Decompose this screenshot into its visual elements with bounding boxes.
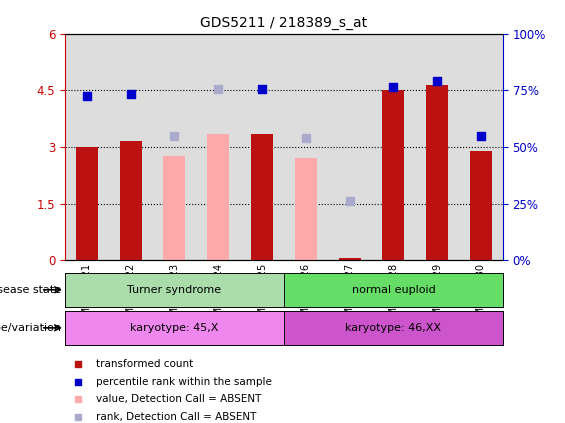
- Bar: [120, 141, 142, 260]
- Bar: [415, 34, 459, 260]
- Bar: [284, 273, 503, 307]
- Title: GDS5211 / 218389_s_at: GDS5211 / 218389_s_at: [201, 16, 367, 30]
- Bar: [76, 147, 98, 260]
- Bar: [426, 85, 448, 260]
- Bar: [295, 158, 317, 260]
- Bar: [65, 273, 284, 307]
- Text: karyotype: 46,XX: karyotype: 46,XX: [345, 323, 441, 333]
- Bar: [372, 34, 415, 260]
- Bar: [470, 151, 492, 260]
- Point: [258, 86, 267, 93]
- Bar: [284, 34, 328, 260]
- Bar: [207, 134, 229, 260]
- Bar: [153, 34, 197, 260]
- Bar: [163, 157, 185, 260]
- Point: [214, 86, 223, 93]
- Point: [433, 78, 442, 85]
- Point: [301, 135, 310, 141]
- Text: rank, Detection Call = ABSENT: rank, Detection Call = ABSENT: [95, 412, 256, 422]
- Point: [126, 91, 135, 97]
- Text: normal euploid: normal euploid: [351, 285, 435, 295]
- Text: value, Detection Call = ABSENT: value, Detection Call = ABSENT: [95, 394, 261, 404]
- Bar: [240, 34, 284, 260]
- Text: percentile rank within the sample: percentile rank within the sample: [95, 376, 272, 387]
- Text: karyotype: 45,X: karyotype: 45,X: [131, 323, 219, 333]
- Point: [170, 132, 179, 139]
- Bar: [383, 91, 405, 260]
- Text: Turner syndrome: Turner syndrome: [127, 285, 221, 295]
- Bar: [338, 258, 360, 260]
- Point: [345, 198, 354, 205]
- Bar: [197, 34, 240, 260]
- Bar: [108, 34, 153, 260]
- Point: [399, 329, 408, 335]
- Bar: [284, 311, 503, 345]
- Point: [82, 93, 92, 99]
- Text: transformed count: transformed count: [95, 359, 193, 369]
- Point: [389, 84, 398, 91]
- Text: genotype/variation: genotype/variation: [0, 323, 61, 333]
- Point: [399, 6, 408, 13]
- Bar: [328, 34, 372, 260]
- Bar: [65, 311, 284, 345]
- Point: [399, 167, 408, 174]
- Bar: [65, 34, 109, 260]
- Text: disease state: disease state: [0, 285, 61, 295]
- Bar: [251, 134, 273, 260]
- Point: [476, 132, 485, 139]
- Bar: [459, 34, 503, 260]
